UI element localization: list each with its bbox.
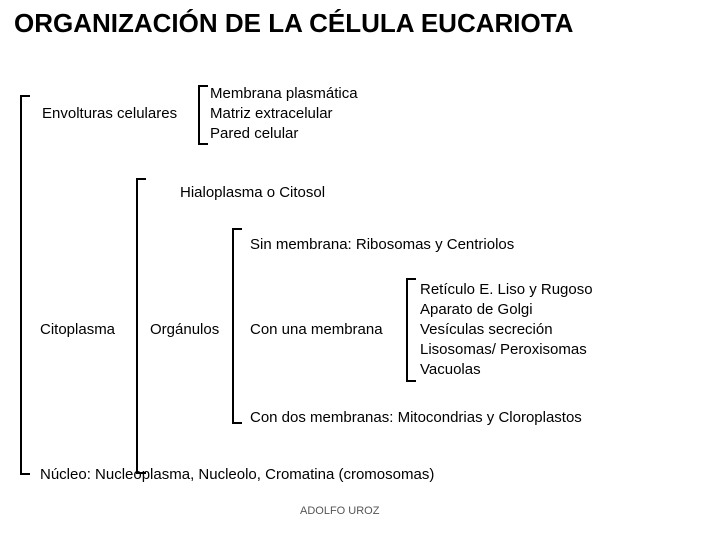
bracket-con-una [406, 278, 408, 382]
node-matriz: Matriz extracelular [210, 104, 333, 124]
node-sin-membrana: Sin membrana: Ribosomas y Centriolos [250, 235, 514, 255]
node-organulos: Orgánulos [150, 320, 219, 340]
node-citoplasma: Citoplasma [40, 320, 115, 340]
footer-author: ADOLFO UROZ [300, 505, 379, 517]
diagram-title: ORGANIZACIÓN DE LA CÉLULA EUCARIOTA [14, 8, 573, 39]
node-con-una-2: Aparato de Golgi [420, 300, 533, 320]
node-membrana: Membrana plasmática [210, 84, 358, 104]
bracket-organulos [232, 228, 234, 424]
bracket-citoplasma [136, 178, 138, 474]
node-con-una-4: Lisosomas/ Peroxisomas [420, 340, 587, 360]
node-pared: Pared celular [210, 124, 298, 144]
bracket-envolturas [198, 85, 200, 145]
node-envolturas: Envolturas celulares [42, 104, 177, 124]
node-con-una-5: Vacuolas [420, 360, 481, 380]
node-con-una: Con una membrana [250, 320, 383, 340]
node-hialoplasma: Hialoplasma o Citosol [180, 183, 325, 203]
bracket-root [20, 95, 22, 475]
node-con-una-1: Retículo E. Liso y Rugoso [420, 280, 593, 300]
node-nucleo: Núcleo: Nucleoplasma, Nucleolo, Cromatin… [40, 465, 434, 485]
node-con-una-3: Vesículas secreción [420, 320, 553, 340]
node-con-dos: Con dos membranas: Mitocondrias y Clorop… [250, 408, 582, 428]
